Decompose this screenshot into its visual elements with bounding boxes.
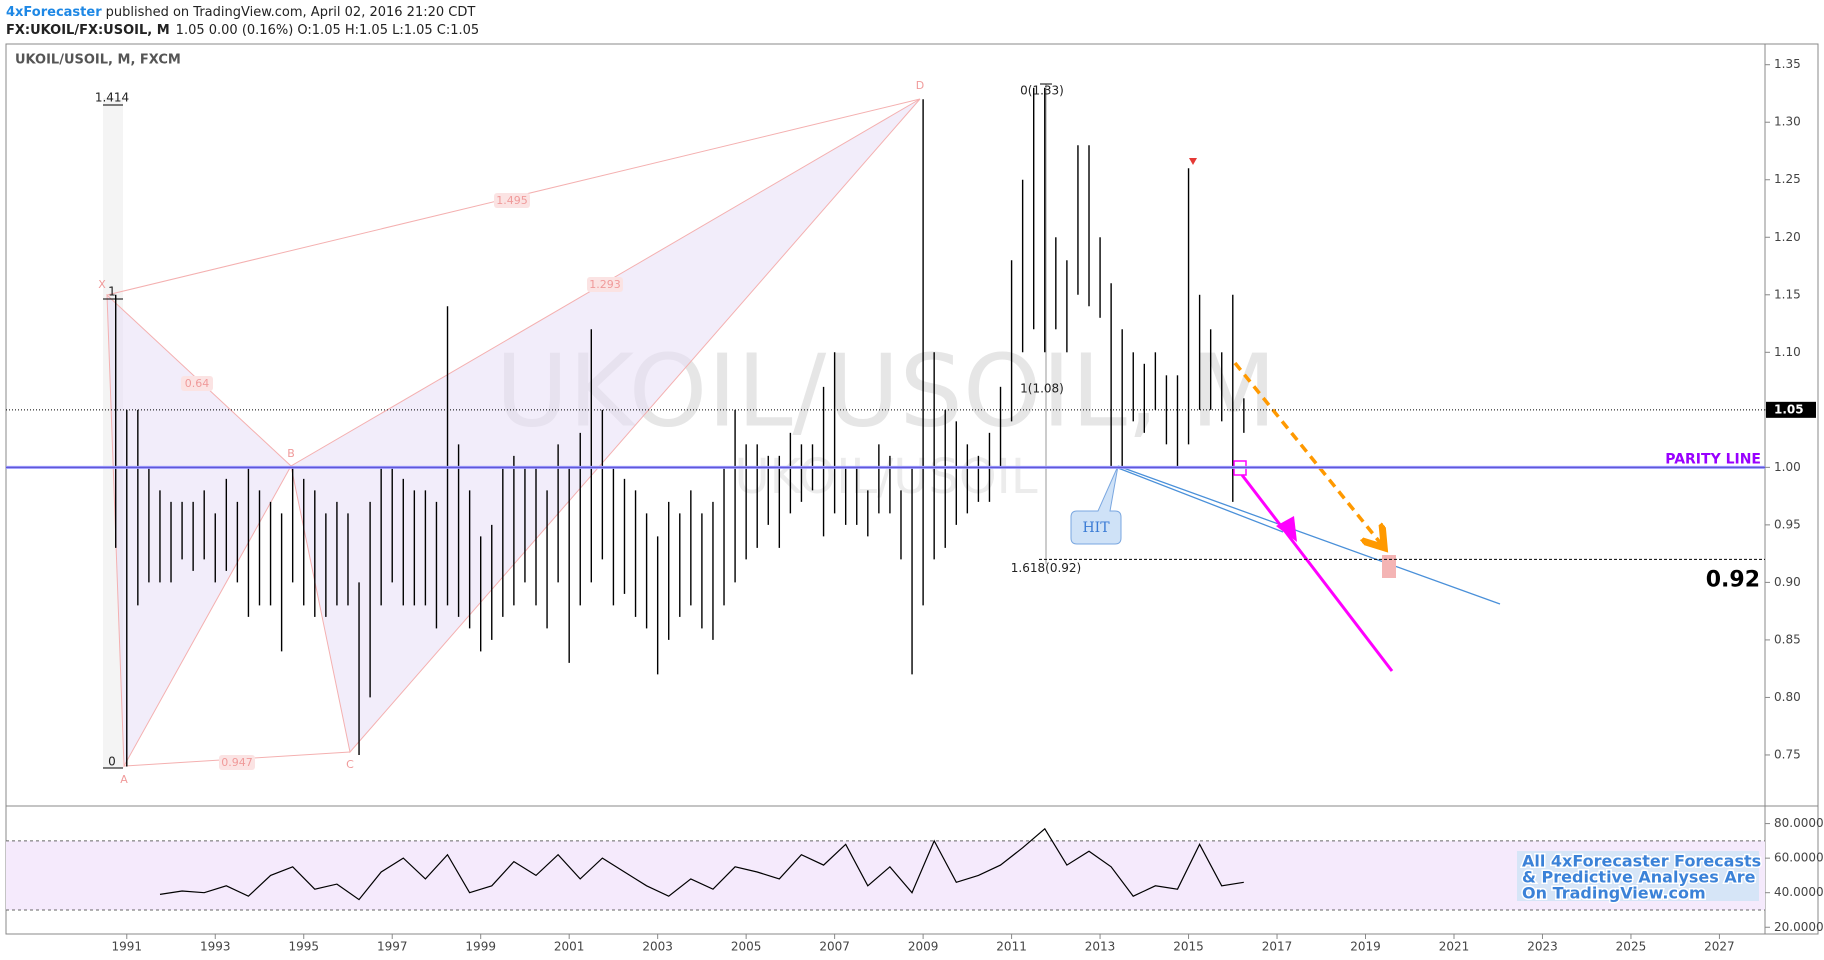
x-tick-label: 1999 [465,940,496,954]
under-layer: UKOIL/USOIL, M UKOIL/USOIL UKOIL/USOIL, … [15,53,1277,768]
y-tick-label: 1.10 [1774,345,1801,359]
x-tick-label: 2007 [819,940,850,954]
fib-label: 1.414 [95,91,129,105]
fib-label: 0(1.33) [1020,84,1064,98]
x-tick-label: 1997 [377,940,408,954]
frame [5,43,1819,935]
x-tick-label: 2017 [1262,940,1293,954]
y-tick-label: 1.35 [1774,57,1801,71]
y-tick-label: 0.85 [1774,632,1801,646]
trend-line [1117,467,1284,533]
fib-label: 1(1.08) [1020,382,1064,396]
pattern-ratio: 1.293 [589,278,621,291]
callout-box [1070,465,1122,545]
symbol: FX:UKOIL/FX:USOIL, M [6,23,170,38]
y-tick-label: 1.30 [1774,115,1801,129]
pane-title: UKOIL/USOIL, M, FXCM [15,53,181,68]
symbol-line: FX:UKOIL/FX:USOIL, M 1.05 0.00 (0.16%) O:… [6,23,479,38]
rsi-band [6,840,1765,910]
fib-label: 1.618(0.92) [1011,561,1081,575]
pattern-ratio: 1.495 [496,194,528,207]
drawings: 1.414 1 0 0(1.33) 1(1.08) X A B C D 0.64… [6,79,1816,904]
x-tick-label: 2009 [908,940,939,954]
pattern-point: X [98,278,106,291]
y-tick-label: 1.20 [1774,230,1801,244]
parity-label: PARITY LINE [1665,451,1761,467]
fib-left [103,104,123,769]
x-tick-label: 2021 [1439,940,1470,954]
x-tick-label: 1991 [112,940,143,954]
y-tick-label: 0.95 [1774,517,1801,531]
y-tick-label: 0.80 [1774,690,1801,704]
y-tick-label: 1.15 [1774,287,1801,301]
x-tick-label: 2019 [1350,940,1381,954]
callout: HIT [1082,520,1110,536]
ratio-box [219,755,255,770]
quote: 1.05 0.00 (0.16%) O:1.05 H:1.05 L:1.05 C… [176,23,480,38]
marker [1189,158,1197,165]
note-line: All 4xForecaster Forecasts [1522,852,1761,871]
arrow-head [1276,516,1297,542]
y-tick-label: 80.0000 [1774,816,1824,830]
pattern-xab [106,293,292,768]
y-tick-label: 60.0000 [1774,851,1824,865]
target-zone [1382,555,1396,578]
fib-label: 0 [108,755,116,769]
marks-layer: 0.75 0.80 0.85 0.90 0.95 1.00 1.05 1.10 1.15 1.20… [6,57,1824,954]
trend-line [1117,465,1501,605]
x-tick-label: 2027 [1704,940,1735,954]
note-line: On TradingView.com [1522,884,1706,903]
forecast-arrow [1233,361,1382,545]
last-price-box [1766,401,1816,418]
target-label: 0.92 [1706,567,1760,592]
ratio-box [494,193,530,208]
header-line: 4xForecaster published on TradingView.com… [6,5,475,20]
x-tick-label: 2005 [731,940,762,954]
y-tick-label: 1.25 [1774,172,1801,186]
rsi-line [159,827,1244,901]
y-tick-label: 20.0000 [1774,920,1824,934]
pattern-ratio: 0.947 [221,756,253,769]
x-tick-label: 1995 [288,940,319,954]
x-tick-label: 2015 [1173,940,1204,954]
x-tick-label: 1993 [200,940,231,954]
pattern-point: A [120,773,128,786]
note-line: & Predictive Analyses Are [1522,868,1756,887]
pattern-point: C [346,758,354,771]
y-tick-label: 1.00 [1774,460,1801,474]
border [5,43,1819,935]
y-tick-label: 0.90 [1774,575,1801,589]
header: 4xForecaster published on TradingView.com… [6,5,479,38]
y-tick-label: 40.0000 [1774,885,1824,899]
pattern-point: B [287,447,295,460]
note-box [1517,851,1759,901]
fib-label: 1 [108,285,116,299]
x-tick-label: 2023 [1527,940,1558,954]
watermark-sub: UKOIL/USOIL [734,449,1037,505]
ratio-box [587,277,623,292]
x-tick-label: 2003 [642,940,673,954]
x-tick-label: 2001 [554,940,585,954]
pattern-point: D [916,79,924,92]
published: published on TradingView.com, April 02, … [106,5,476,20]
author[interactable]: 4xForecaster [6,5,102,20]
last-price-label: 1.05 [1774,402,1804,416]
x-tick-label: 2013 [1085,940,1116,954]
forecast-arrow [1240,474,1394,672]
x-tick-label: 2011 [996,940,1027,954]
pattern-ratio: 0.64 [185,377,210,390]
y-tick-label: 0.75 [1774,747,1801,761]
x-tick-label: 2025 [1616,940,1647,954]
ratio-box [181,376,213,391]
